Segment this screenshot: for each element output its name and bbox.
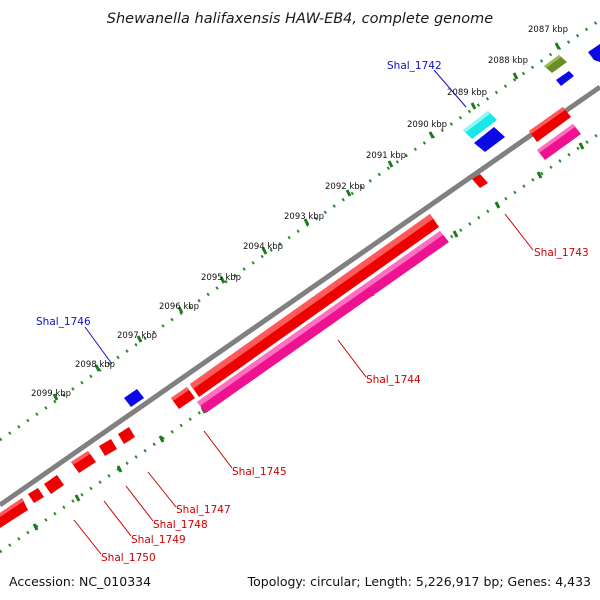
accession-text: Accession: NC_010334 xyxy=(9,574,151,589)
outer-scale-ring xyxy=(0,18,600,442)
gene-feature-shal-1749[interactable] xyxy=(71,451,96,473)
gene-feature-shal-1742[interactable] xyxy=(463,111,497,139)
gene-feature-red-upper-right[interactable] xyxy=(529,107,571,142)
gene-feature-red-small[interactable] xyxy=(472,174,488,188)
scale-label-2089: 2089 kbp xyxy=(447,88,487,98)
gene-feature-shal-1748[interactable] xyxy=(99,439,117,456)
inner-scale-ring xyxy=(0,131,600,554)
gene-feature-olive[interactable] xyxy=(544,55,567,73)
gene-feature-shal-1747[interactable] xyxy=(118,427,135,444)
gene-label-shal-1744[interactable]: Shal_1744 xyxy=(366,374,421,386)
scale-label-2093: 2093 kbp xyxy=(284,212,324,222)
gene-feature-shal-1745[interactable] xyxy=(171,387,195,409)
scale-label-2097: 2097 kbp xyxy=(117,331,157,341)
scale-label-2094: 2094 kbp xyxy=(243,242,283,252)
gene-label-shal-1743[interactable]: Shal_1743 xyxy=(534,247,589,259)
label-connectors xyxy=(73,69,534,555)
scale-label-2095: 2095 kbp xyxy=(201,273,241,283)
gene-feature-blue-2[interactable] xyxy=(588,44,600,62)
gene-feature-blue-1[interactable] xyxy=(556,71,574,86)
gene-label-shal-1746[interactable]: Shal_1746 xyxy=(36,316,91,328)
gene-feature-shal-1750[interactable] xyxy=(44,475,64,494)
gene-feature-red-lower-1[interactable] xyxy=(28,488,44,503)
gene-feature-magenta-upper-right[interactable] xyxy=(537,124,581,160)
scale-label-2098: 2098 kbp xyxy=(75,360,115,370)
gene-feature-shal-1746[interactable] xyxy=(124,389,144,407)
gene-feature-blue-3[interactable] xyxy=(474,127,505,152)
map-title: Shewanella halifaxensis HAW-EB4, complet… xyxy=(107,11,493,27)
scale-label-2091: 2091 kbp xyxy=(366,151,406,161)
scale-label-2090: 2090 kbp xyxy=(407,120,447,130)
scale-label-2092: 2092 kbp xyxy=(325,182,365,192)
scale-label-2099: 2099 kbp xyxy=(31,389,71,399)
gene-label-shal-1747[interactable]: Shal_1747 xyxy=(176,504,231,516)
gene-feature-shal-1744[interactable] xyxy=(190,214,439,397)
outer-major-ticks xyxy=(52,42,561,401)
gene-label-shal-1749[interactable]: Shal_1749 xyxy=(131,534,186,546)
genome-summary-text: Topology: circular; Length: 5,226,917 bp… xyxy=(247,574,591,589)
gene-feature-shal-1743[interactable] xyxy=(197,231,449,413)
gene-label-shal-1742[interactable]: Shal_1742 xyxy=(387,60,442,72)
scale-label-2096: 2096 kbp xyxy=(159,302,199,312)
gene-label-shal-1745[interactable]: Shal_1745 xyxy=(232,466,287,478)
gene-label-shal-1750[interactable]: Shal_1750 xyxy=(101,552,156,564)
gene-feature-red-lower-2[interactable] xyxy=(0,498,28,528)
scale-label-2088: 2088 kbp xyxy=(488,56,528,66)
genome-backbone xyxy=(0,84,600,508)
scale-label-2087: 2087 kbp xyxy=(528,25,568,35)
gene-label-shal-1748[interactable]: Shal_1748 xyxy=(153,519,208,531)
